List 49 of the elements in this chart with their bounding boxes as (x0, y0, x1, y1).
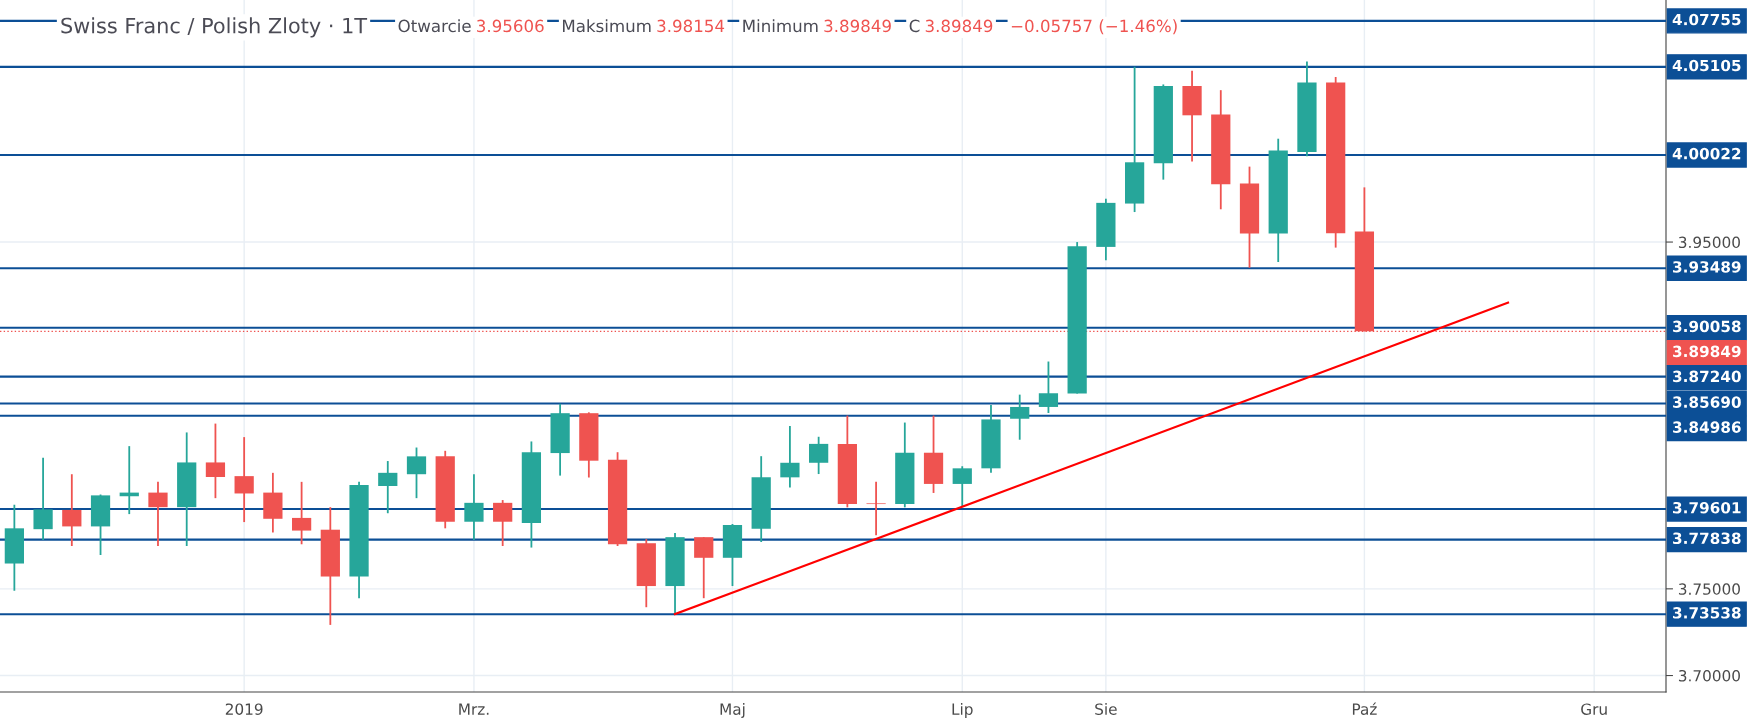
ref-line-label: 3.93489 (1673, 261, 1741, 273)
ref-line-label: 4.00022 (1672, 147, 1741, 160)
candlestick (1038, 360, 1059, 414)
ref-line-label: 3.79601 (1673, 501, 1741, 514)
ref-line-label: 4.07755 (1672, 13, 1741, 26)
candlestick (62, 473, 82, 547)
ref-line-label: 3.73538 (1673, 607, 1741, 619)
candlestick (952, 465, 972, 508)
candlestick (493, 499, 513, 547)
ref-line-label: 3.77838 (1673, 532, 1741, 545)
candlestick (694, 536, 714, 600)
ref-line-label: 3.84986 (1673, 421, 1741, 433)
ref-line-label: 4.05105 (1672, 59, 1741, 72)
candlestick (1010, 393, 1030, 441)
x-tick-label: Lip (952, 703, 973, 718)
candlestick (148, 480, 168, 547)
candlestick (33, 456, 53, 541)
candlestick (866, 480, 886, 537)
annotation: Minimum (743, 19, 818, 33)
y-tick-label: 3.95000 (1678, 236, 1740, 249)
annotation: C (909, 19, 920, 33)
candlestick (205, 422, 226, 500)
annotation: −0.05757 (−1.46%) (1011, 19, 1177, 35)
candlestick (406, 446, 427, 500)
candlestick (464, 473, 484, 541)
annotation: 3.89849 (824, 19, 891, 33)
ref-line-label: 3.85690 (1673, 396, 1741, 408)
candlestick (780, 425, 800, 489)
annotation: 3.95606 (477, 19, 544, 33)
candlestick (291, 480, 312, 546)
text: Swiss Franc / Polish Zloty · 1T (61, 17, 368, 38)
candlestick (234, 436, 254, 523)
x-tick-label: Gru (1581, 703, 1607, 715)
x-tick-label: Maj (720, 703, 745, 718)
annotation: 3.89849 (925, 19, 993, 33)
y-tick-label: 3.70000 (1678, 669, 1740, 682)
ref-line-label: 3.89849 (1673, 345, 1741, 358)
annotation: 3.98154 (657, 19, 725, 33)
annotation: Otwarcie (398, 19, 471, 33)
annotation: Maksimum (563, 19, 651, 33)
candlestick (378, 460, 398, 515)
ref-line-label: 3.90058 (1673, 320, 1741, 333)
x-tick-label: 2019 (225, 703, 263, 715)
x-tick-label: Paź (1352, 702, 1377, 715)
x-tick-label: Sie (1095, 703, 1117, 715)
y-tick-label: 3.75000 (1678, 583, 1740, 595)
x-tick-label: Mrz. (459, 703, 489, 715)
ref-line-label: 3.87240 (1673, 370, 1741, 383)
candlestick (809, 435, 829, 475)
